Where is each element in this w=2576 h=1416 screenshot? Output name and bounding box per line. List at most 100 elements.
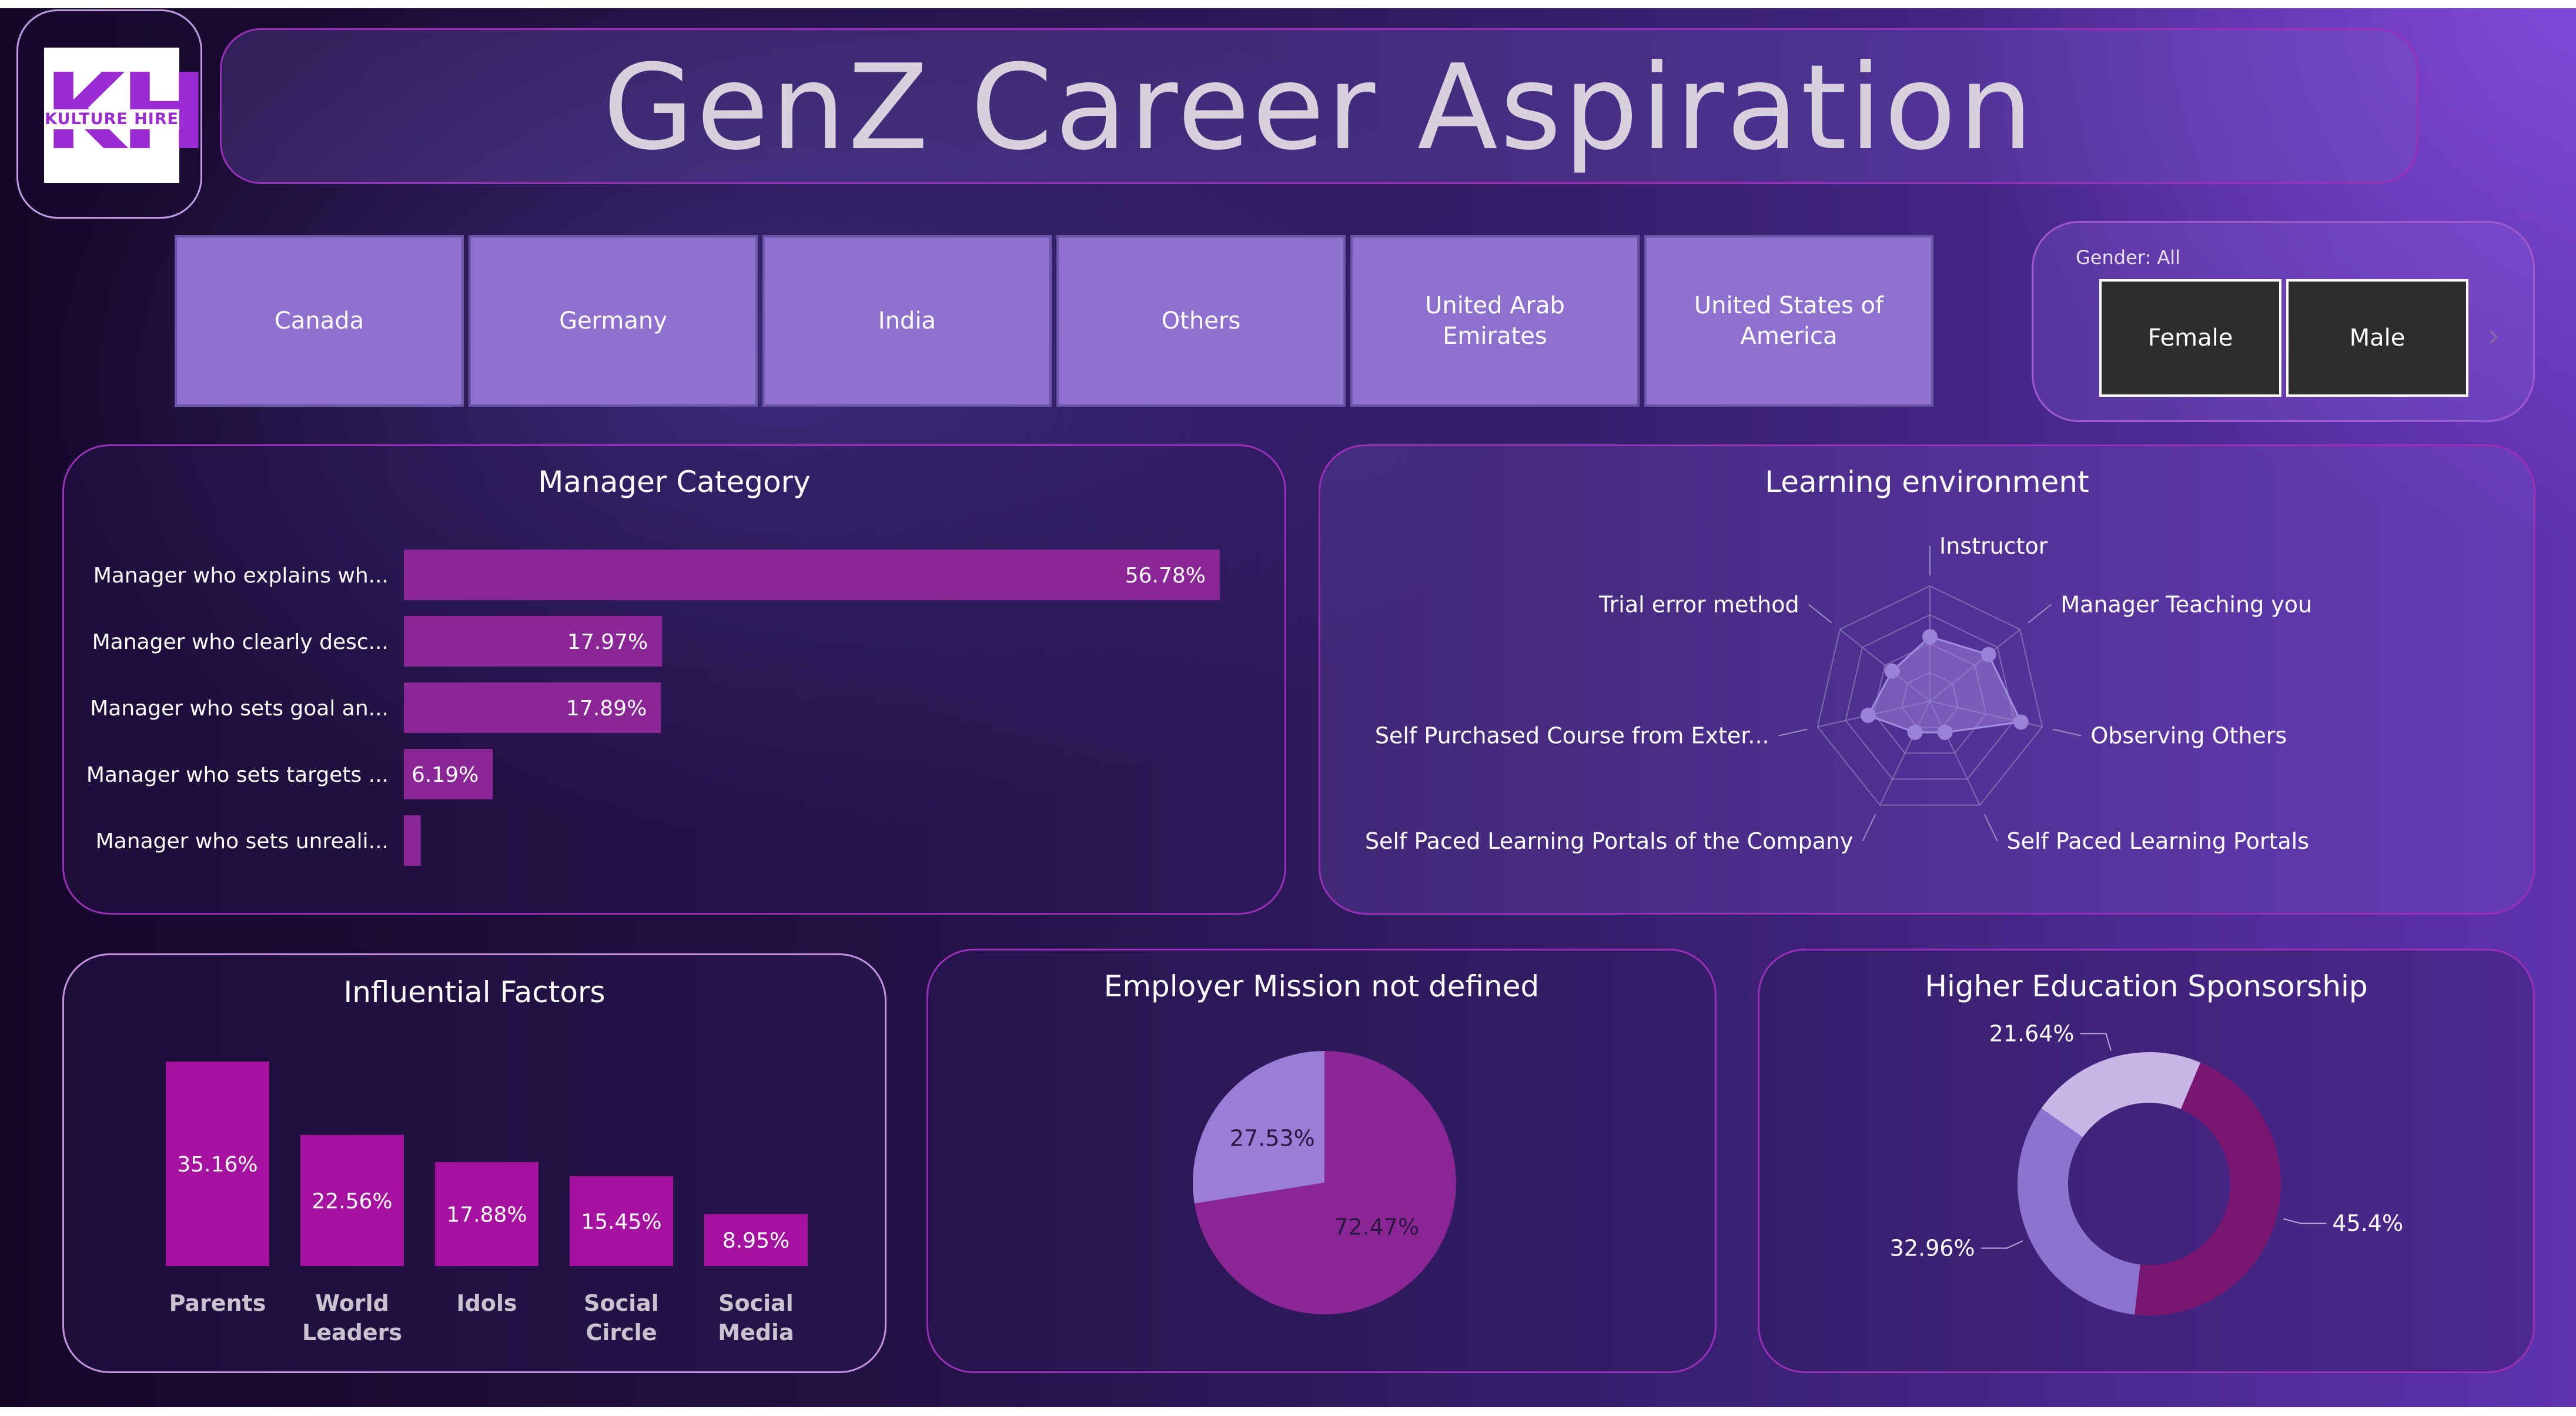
radar-leader-line [1983,814,1998,842]
radar-leader-line [1778,728,1808,737]
radar-point [2013,714,2029,730]
radar-point [1980,647,1996,662]
bar-category-label: Manager who sets targets ... [86,763,389,787]
bar [404,749,493,799]
category-label: World [315,1290,389,1316]
influential-factors-panel: Influential Factors 35.16% Parents 22.56% W… [62,953,886,1373]
donut-slice [2041,1052,2201,1137]
manager-category-chart: Manager who explains wh... 56.78% Manager … [86,550,1220,866]
country-label: Canada [274,307,364,334]
bar-category-label: Manager who explains wh... [93,564,389,588]
bar-value-label: 56.78% [1125,564,1206,588]
radar-point [1860,707,1876,723]
bar-category-label: Manager who sets unreali... [96,829,389,853]
radar-point [1907,724,1923,740]
radar-leader-line [1808,604,1832,624]
chevron-right-icon[interactable]: › [2487,317,2501,355]
pie-slice [1194,1051,1456,1314]
employer-mission-panel: Employer Mission not defined 72.47% 27.53… [926,949,1717,1373]
radar-point [1937,724,1953,740]
learning-environment-title: Learning environment [1765,465,2089,499]
influential-factors-title: Influential Factors [343,975,605,1009]
radar-area [1866,635,2023,734]
country-button-canada[interactable]: Canada [175,235,464,407]
category-label: Media [718,1320,794,1345]
top-strip [0,0,2576,8]
gender-filter: Gender: All Female Male › [2032,221,2535,422]
title-banner: GenZ Career Aspiration [220,28,2418,184]
pie-slice-label: 27.53% [1230,1125,1315,1151]
radar-axis-label: Self Purchased Course from Exter... [1375,723,1769,749]
bar [404,616,663,667]
radar-axis-label: Trial error method [1598,591,1799,617]
bar [704,1214,808,1266]
country-button-others[interactable]: Others [1056,235,1346,407]
bar-category-label: Manager who clearly desc... [92,630,389,654]
bar-value-label: 17.97% [567,630,648,654]
gender-option-label: Male [2349,324,2406,352]
bottom-strip [0,1407,2576,1416]
donut-slice [2017,1108,2140,1315]
radar-grid-ring [1845,614,2015,780]
donut-slice-label: 21.64% [1989,1020,2075,1046]
kulture-hire-logo: KH KULTURE HIRE [44,48,208,183]
radar-point [1922,629,1938,645]
bar-category-label: Manager who sets goal an... [90,697,389,721]
influential-factors-chart: 35.16% Parents 22.56% World Leaders 17.88% Ido… [166,1062,808,1345]
pie-slice [1193,1051,1324,1204]
category-label: Idols [456,1290,517,1316]
radar-axis-label: Self Paced Learning Portals of the Compa… [1365,828,1854,854]
radar-point [1884,663,1900,679]
bar-value-label: 22.56% [312,1189,392,1213]
radar-axis-label: Self Paced Learning Portals [2007,828,2310,854]
country-button-india[interactable]: India [762,235,1052,407]
donut-slice-label: 45.4% [2332,1210,2403,1236]
bar [570,1176,673,1266]
learning-environment-panel: Learning environment Instructor Manager T… [1319,444,2535,915]
learning-environment-radar: Instructor Manager Teaching you Observing … [1365,533,2312,854]
logo-container: KH KULTURE HIRE [16,9,208,219]
donut-slice [2135,1062,2281,1315]
country-label: United Arab Emirates [1425,292,1565,350]
gender-option-label: Female [2147,324,2233,352]
donut-slice-label: 32.96% [1890,1236,1975,1261]
radar-grid-ring [1816,585,2043,806]
country-button-germany[interactable]: Germany [469,235,758,407]
category-label: Parents [169,1290,266,1316]
category-label: Circle [586,1320,657,1345]
country-label: Germany [559,307,667,334]
category-label: Social [584,1290,659,1316]
bar-value-label: 35.16% [177,1153,257,1177]
bar [435,1162,538,1266]
donut-leader-line [1980,1240,2023,1249]
gender-button-female[interactable]: Female [2099,279,2281,397]
higher-education-panel: Higher Education Sponsorship 45.4% 32.96%… [1758,949,2535,1373]
donut-leader-line [2283,1218,2327,1224]
country-label: Others [1161,307,1241,334]
donut-leader-line [2080,1033,2112,1051]
country-button-uae[interactable]: United Arab Emirates [1350,235,1640,407]
bar [404,815,421,866]
bar [404,682,661,733]
bar-value-label: 8.95% [722,1229,789,1253]
radar-axis-label: Instructor [1939,533,2048,559]
logo-band-text: KULTURE HIRE [44,109,179,129]
pie-slice-label: 72.47% [1334,1214,1419,1240]
bar [300,1134,404,1266]
manager-category-title: Manager Category [538,465,811,499]
higher-education-title: Higher Education Sponsorship [1925,969,2368,1003]
higher-education-donut: 45.4% 32.96% 21.64% [1890,1020,2403,1315]
bar-value-label: 6.19% [412,763,479,787]
bar [404,550,1220,600]
bar [166,1062,269,1266]
gender-button-male[interactable]: Male [2286,279,2468,397]
category-label: Leaders [302,1320,402,1345]
bar-value-label: 17.89% [566,697,647,721]
radar-leader-line [1862,814,1876,842]
radar-axis-label: Observing Others [2090,723,2287,749]
gender-filter-label: Gender: All [2076,246,2180,269]
page-title: GenZ Career Aspiration [603,39,2036,176]
country-button-usa[interactable]: United States of America [1644,235,1933,407]
manager-category-panel: Manager Category Manager who explains wh… [62,444,1286,915]
radar-leader-line [2052,728,2082,737]
